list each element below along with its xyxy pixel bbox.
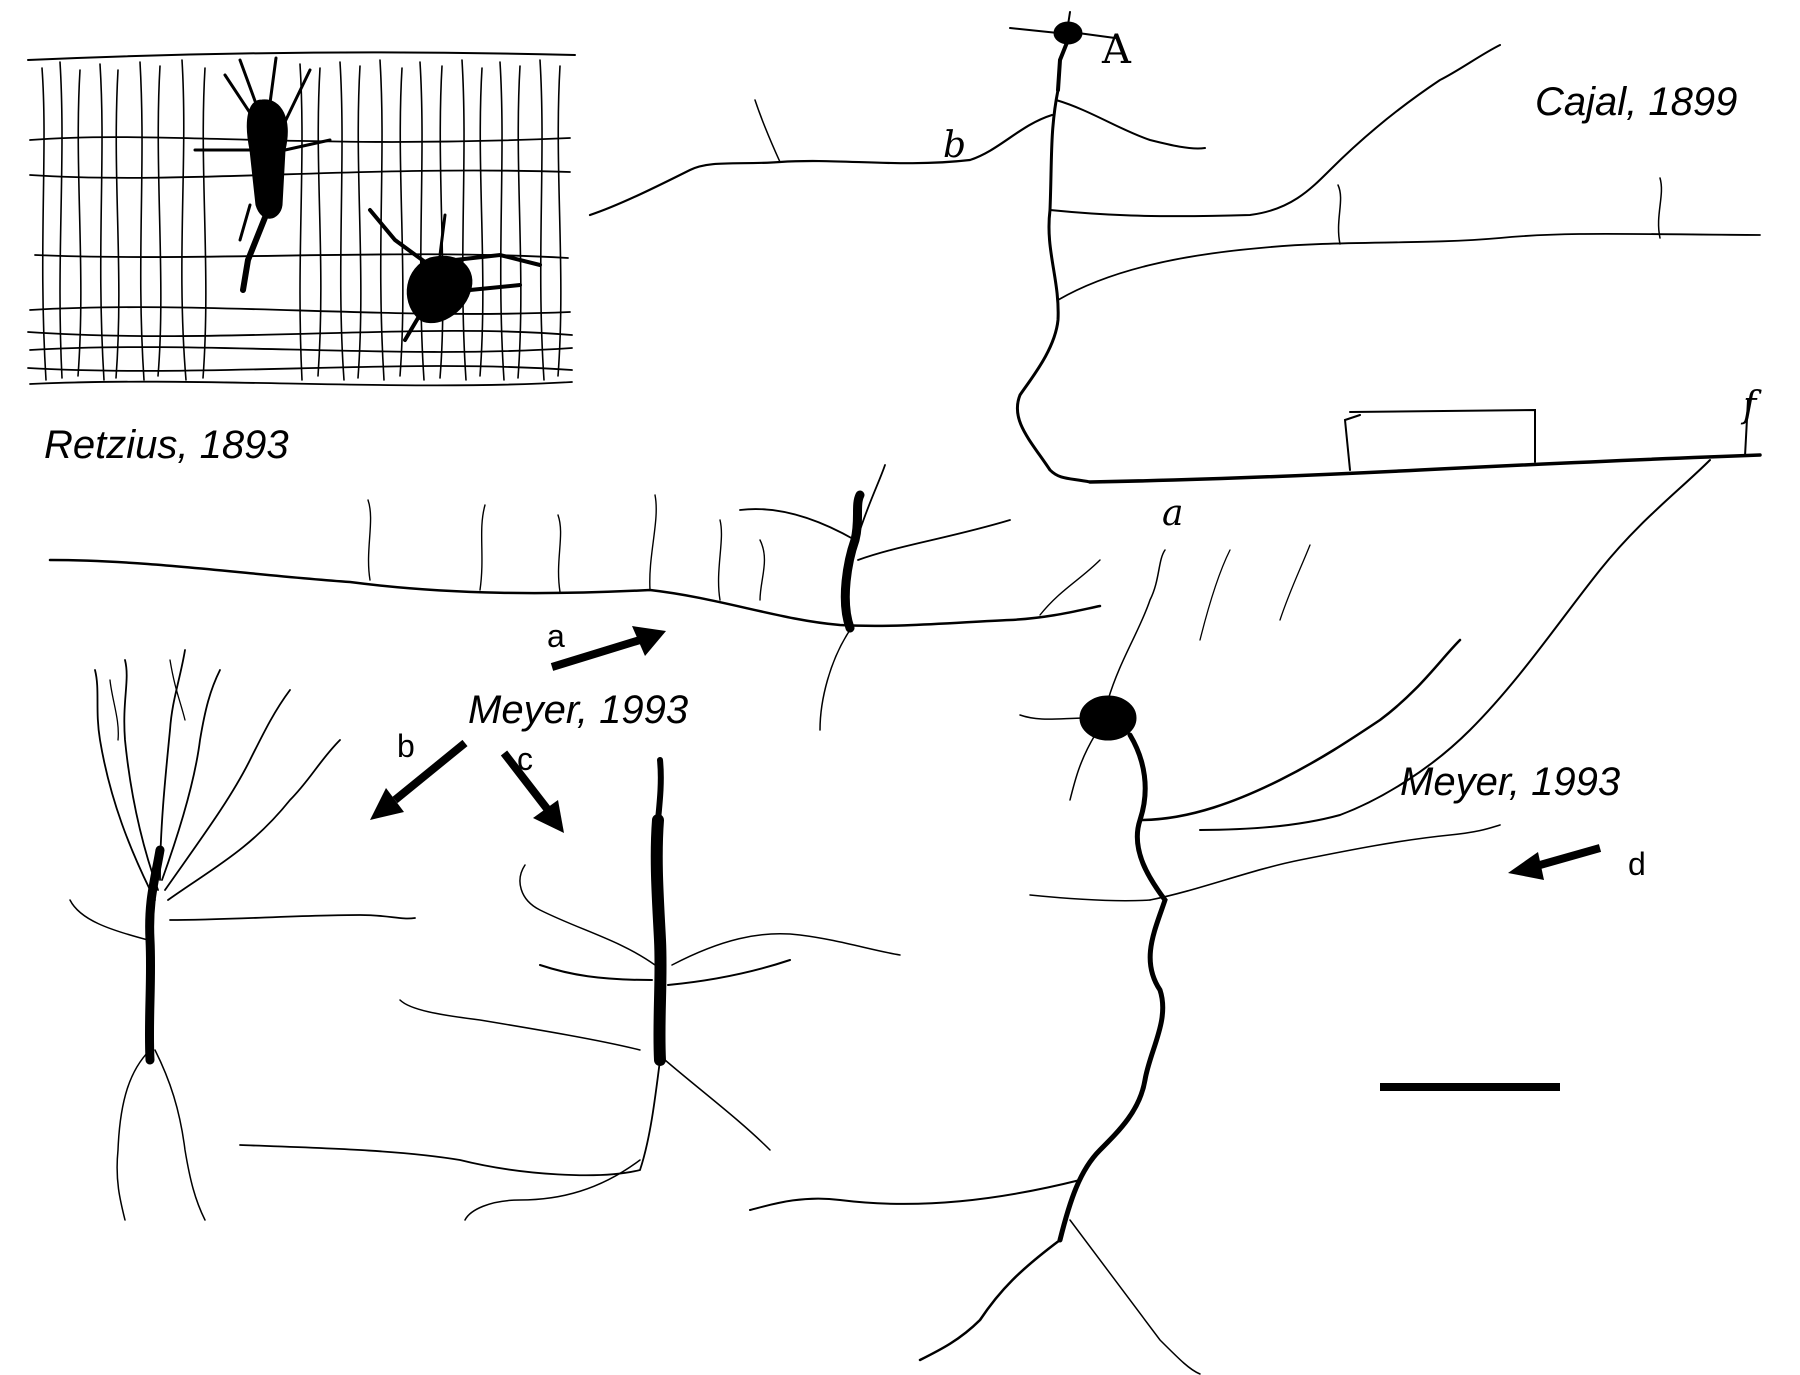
arrow-label-a: a xyxy=(547,618,565,654)
cajal-letter-a: a xyxy=(1162,493,1184,534)
meyer-right-citation: Meyer, 1993 xyxy=(1400,760,1621,804)
meyer-neuron-c xyxy=(239,757,901,1221)
meyer-center-citation: Meyer, 1993 xyxy=(468,688,689,732)
meyer-neuron-d xyxy=(749,544,1501,1375)
cajal-letter-f: f xyxy=(1743,385,1757,426)
arrow-label-d: d xyxy=(1628,846,1646,882)
arrow-label-c: c xyxy=(517,741,533,777)
cajal-neuron-drawing xyxy=(588,11,1762,831)
arrow-a xyxy=(550,626,666,671)
cajal-letter-b: b xyxy=(943,125,967,166)
cajal-letter-A: A xyxy=(1102,27,1131,73)
meyer-neuron-a xyxy=(48,464,1102,731)
retzius-citation: Retzius, 1893 xyxy=(44,423,289,467)
scale-bar xyxy=(1380,1083,1560,1091)
arrow-d xyxy=(1508,844,1602,880)
arrow-label-b: b xyxy=(397,728,415,764)
cajal-citation: Cajal, 1899 xyxy=(1535,80,1738,124)
retzius-inset-panel xyxy=(27,51,576,387)
arrow-c xyxy=(500,750,564,833)
arrow-b xyxy=(370,739,468,820)
meyer-neuron-b xyxy=(69,649,416,1221)
